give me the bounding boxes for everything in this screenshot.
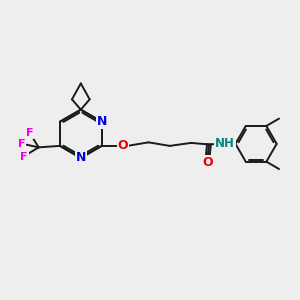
Text: O: O <box>118 140 128 152</box>
Text: NH: NH <box>215 137 235 150</box>
Text: F: F <box>20 152 28 162</box>
Text: N: N <box>76 152 86 164</box>
Text: F: F <box>18 140 26 149</box>
Text: N: N <box>97 115 107 128</box>
Text: F: F <box>26 128 33 138</box>
Text: O: O <box>202 156 213 169</box>
